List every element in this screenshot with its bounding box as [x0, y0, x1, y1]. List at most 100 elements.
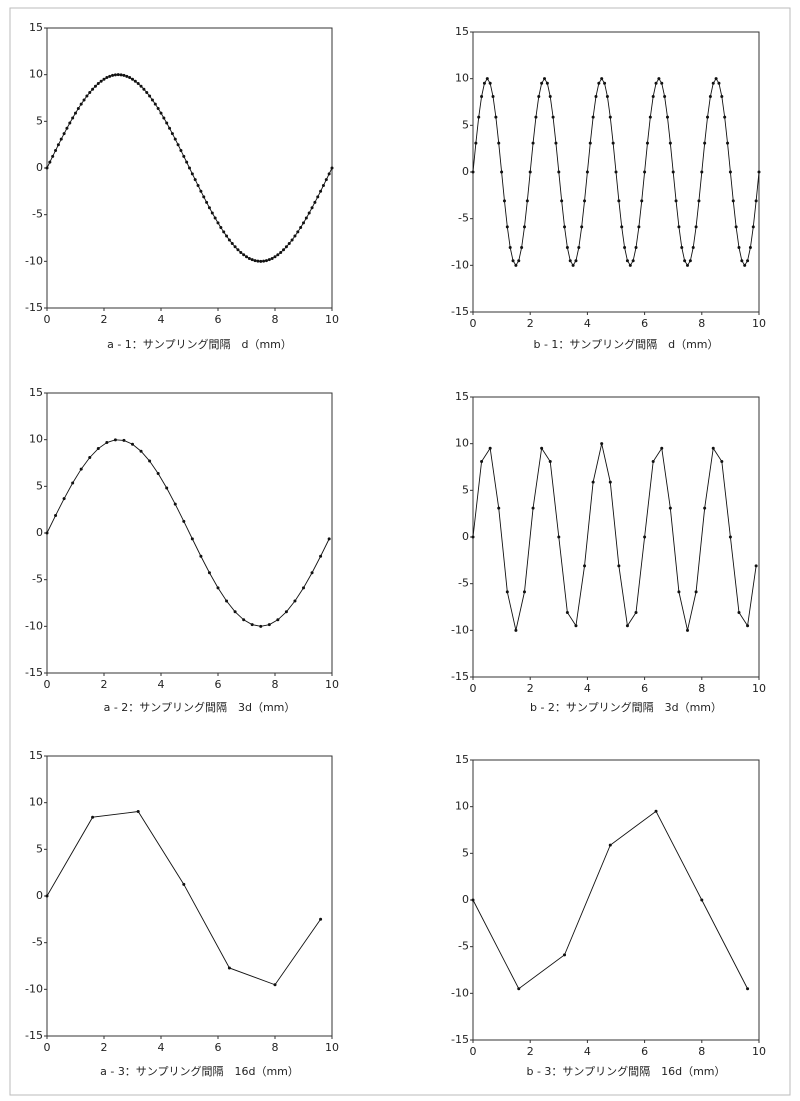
y-tick-label: -5 — [458, 212, 469, 225]
data-point — [319, 554, 323, 558]
data-point — [150, 98, 154, 102]
data-point — [583, 564, 587, 568]
data-point — [270, 256, 274, 260]
data-point — [563, 225, 567, 229]
x-tick-label: 2 — [101, 678, 108, 691]
data-point — [728, 170, 732, 174]
data-point — [563, 953, 567, 957]
data-point — [222, 230, 226, 234]
x-tick-label: 8 — [272, 313, 279, 326]
data-point — [640, 199, 644, 203]
data-point — [182, 882, 186, 886]
data-point — [133, 79, 137, 83]
data-point — [631, 259, 635, 263]
data-point — [740, 259, 744, 263]
y-tick-label: 0 — [462, 530, 469, 543]
data-point — [125, 74, 129, 78]
data-point — [688, 259, 692, 263]
x-tick-label: 4 — [584, 682, 591, 695]
data-point — [88, 90, 92, 94]
data-point — [256, 259, 260, 263]
y-tick-label: 15 — [29, 386, 43, 399]
data-point — [247, 256, 251, 260]
data-point — [162, 116, 166, 120]
data-point — [233, 245, 237, 249]
data-point — [674, 199, 678, 203]
data-point — [605, 94, 609, 98]
data-point — [528, 170, 532, 174]
y-tick-label: 10 — [455, 437, 469, 450]
data-point — [651, 459, 655, 463]
data-point — [296, 230, 300, 234]
data-point — [703, 141, 707, 145]
data-point — [543, 77, 546, 81]
y-tick-label: 10 — [29, 68, 43, 81]
data-point — [102, 77, 106, 81]
data-point — [310, 206, 314, 210]
data-point — [88, 455, 92, 459]
y-tick-label: -10 — [25, 619, 43, 632]
data-point — [597, 81, 601, 85]
data-point — [273, 983, 277, 987]
data-point — [714, 77, 718, 81]
data-point — [105, 441, 109, 445]
data-point — [170, 132, 174, 136]
data-point — [611, 141, 615, 145]
data-point — [188, 166, 191, 170]
y-tick-label: -5 — [458, 577, 469, 590]
data-point — [48, 160, 52, 164]
data-point — [45, 166, 49, 170]
y-tick-label: 15 — [29, 749, 43, 762]
data-point — [534, 115, 538, 119]
data-point — [505, 225, 509, 229]
data-point — [485, 77, 489, 81]
data-point — [62, 132, 66, 136]
data-point — [196, 183, 200, 187]
data-point — [480, 459, 484, 463]
data-point — [551, 115, 555, 119]
data-point — [591, 480, 595, 484]
data-point — [608, 115, 612, 119]
data-point — [54, 149, 58, 153]
x-tick-label: 8 — [272, 678, 279, 691]
x-tick-label: 6 — [215, 313, 222, 326]
data-point — [227, 966, 231, 970]
data-point — [663, 94, 667, 98]
data-point — [540, 81, 544, 85]
data-point — [179, 149, 183, 153]
data-point — [45, 531, 49, 535]
data-point — [540, 446, 544, 450]
data-point — [514, 628, 518, 632]
x-tick-label: 2 — [527, 1045, 534, 1058]
y-tick-label: 15 — [29, 21, 43, 34]
data-point — [267, 258, 271, 262]
x-tick-label: 8 — [698, 1045, 705, 1058]
data-point — [603, 81, 607, 85]
y-tick-label: 0 — [36, 526, 43, 539]
data-point — [654, 809, 658, 813]
data-point — [574, 259, 578, 263]
data-point — [583, 199, 587, 203]
data-point — [202, 195, 206, 199]
data-point — [199, 554, 203, 558]
data-point — [148, 94, 152, 98]
data-point — [287, 242, 291, 246]
data-point — [131, 442, 134, 446]
x-tick-label: 4 — [584, 1045, 591, 1058]
data-point — [293, 599, 297, 603]
plot-frame — [472, 759, 760, 1041]
data-point — [327, 172, 331, 176]
data-point — [59, 137, 63, 141]
x-tick-label: 0 — [44, 678, 51, 691]
data-point — [677, 590, 681, 594]
data-point — [754, 199, 758, 203]
data-point — [708, 94, 712, 98]
data-point — [173, 502, 177, 506]
data-point — [585, 170, 589, 174]
data-point — [508, 246, 512, 250]
data-point — [643, 170, 647, 174]
data-point — [557, 170, 561, 174]
data-line — [472, 443, 757, 631]
data-point — [625, 259, 629, 263]
data-point — [748, 246, 752, 250]
